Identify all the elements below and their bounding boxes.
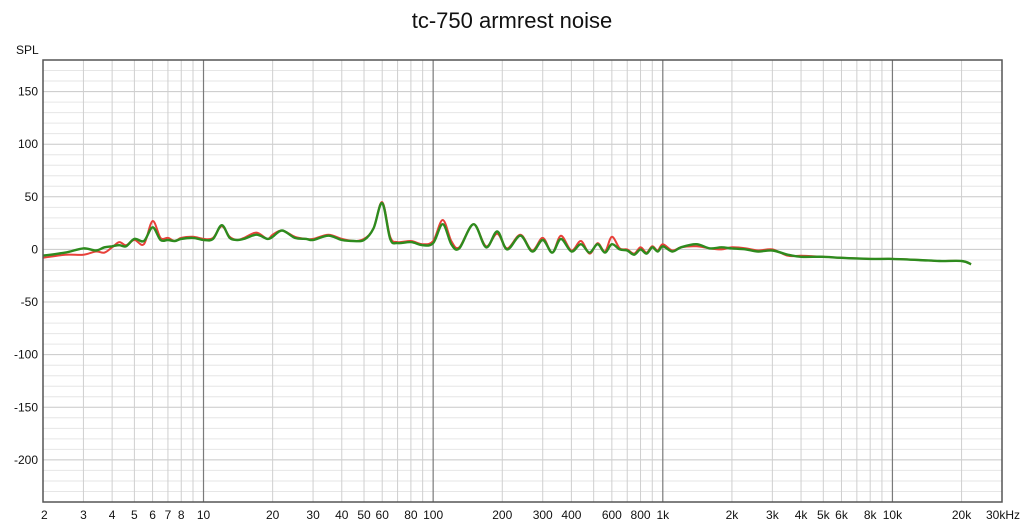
x-tick-label: 200 [492, 508, 512, 522]
x-tick-label: 600 [602, 508, 622, 522]
series-layer [42, 201, 972, 266]
y-tick-label: -100 [14, 348, 38, 362]
x-tick-label: 6 [149, 508, 156, 522]
x-tick-label: 7 [165, 508, 172, 522]
x-tick-label: 800 [631, 508, 651, 522]
y-tick-label: -200 [14, 453, 38, 467]
y-axis-label: SPL [16, 43, 39, 57]
y-tick-label: 100 [18, 137, 38, 151]
x-tick-label: 300 [533, 508, 553, 522]
x-axis-ticks: 2 3 4 5 6 7 8 10 20 30 40 50 60 80 100 200 300 400 600 800 1… [41, 508, 1020, 522]
y-tick-label: 50 [25, 190, 39, 204]
x-tick-label: 4 [109, 508, 116, 522]
x-tick-label: 5 [131, 508, 138, 522]
y-tick-label: -50 [21, 295, 39, 309]
chart-title: tc-750 armrest noise [411, 8, 613, 33]
x-tick-label: 20k [952, 508, 972, 522]
y-tick-label: -150 [14, 400, 38, 414]
y-axis-ticks: 150 100 50 0 -50 -100 -150 -200 [14, 85, 38, 467]
plot-frame [42, 59, 1003, 503]
x-tick-label: 50 [357, 508, 371, 522]
series-line-2 [42, 201, 972, 266]
x-tick-label: 5k [817, 508, 831, 522]
x-tick-label: 4k [795, 508, 809, 522]
x-tick-label: 3k [766, 508, 780, 522]
x-tick-label: 10 [197, 508, 211, 522]
y-tick-label: 150 [18, 85, 38, 99]
x-tick-label: 3 [80, 508, 87, 522]
grid [42, 59, 1003, 503]
x-tick-label: 80 [404, 508, 418, 522]
x-tick-label: 1k [656, 508, 670, 522]
x-tick-label: 6k [835, 508, 849, 522]
x-tick-label: 2 [41, 508, 48, 522]
x-tick-label: 30kHz [986, 508, 1020, 522]
x-tick-label: 60 [376, 508, 390, 522]
x-tick-label: 2k [726, 508, 740, 522]
x-tick-label: 100 [423, 508, 443, 522]
x-tick-label: 20 [266, 508, 280, 522]
x-tick-label: 400 [561, 508, 581, 522]
x-tick-label: 30 [306, 508, 320, 522]
x-tick-label: 8 [178, 508, 185, 522]
x-tick-label: 10k [883, 508, 903, 522]
x-tick-label: 8k [864, 508, 878, 522]
x-tick-label: 40 [335, 508, 349, 522]
y-tick-label: 0 [31, 242, 38, 256]
